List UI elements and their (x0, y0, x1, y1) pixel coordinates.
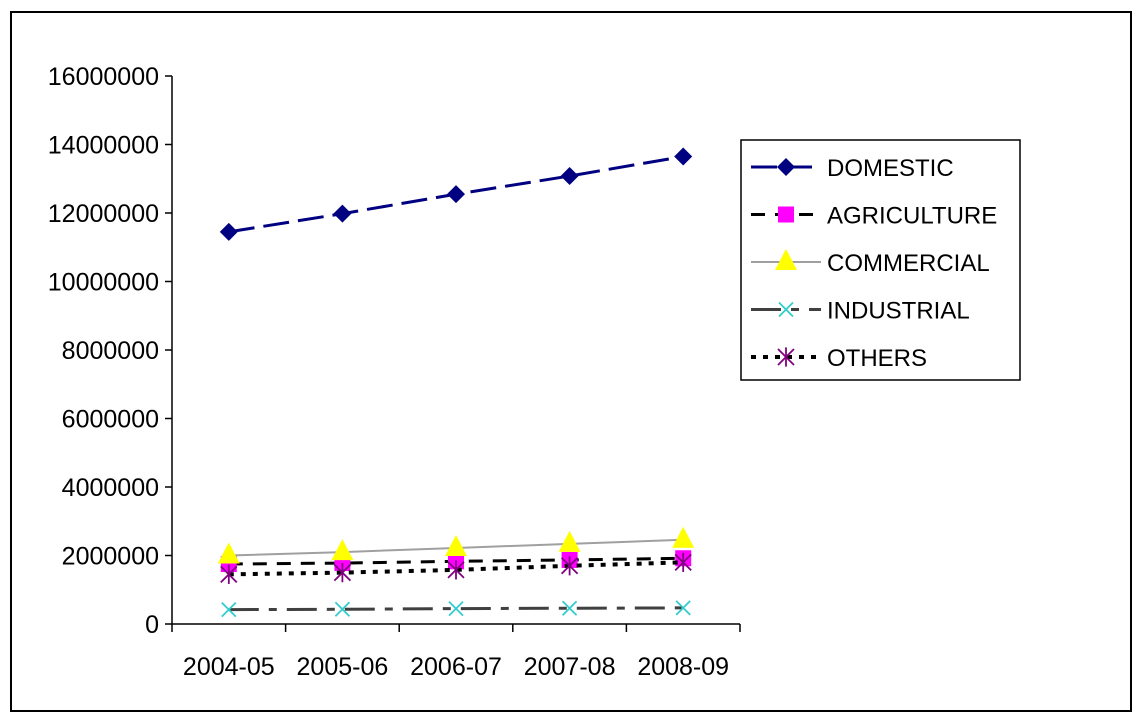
data-point (558, 530, 581, 552)
data-point (333, 563, 352, 583)
legend-marker (778, 301, 794, 318)
legend: DOMESTIC AGRICULTURE COMMERCIAL INDUSTRIAL O… (740, 139, 1021, 381)
data-point (560, 556, 579, 576)
legend-marker (777, 347, 795, 367)
series-domestic (219, 147, 693, 241)
y-tick-label: 6000000 (62, 406, 159, 434)
data-point (334, 601, 351, 617)
x-tick-label: 2004-05 (183, 653, 275, 681)
legend-item-domestic: DOMESTIC (751, 155, 954, 182)
x-tick-label: 2008-09 (637, 653, 729, 681)
data-point (219, 222, 238, 241)
y-tick-label: 4000000 (62, 474, 159, 502)
series-line (228, 560, 684, 577)
series-lines (217, 147, 695, 618)
data-point (675, 600, 691, 616)
x-tick-label: 2005-06 (297, 653, 389, 681)
data-point (447, 560, 465, 580)
data-point (331, 539, 354, 561)
series-industrial (221, 600, 691, 618)
legend-label: DOMESTIC (827, 155, 954, 182)
y-tick-label: 16000000 (48, 63, 159, 91)
legend-item-industrial: INDUSTRIAL (751, 298, 970, 325)
y-tick-label: 10000000 (48, 269, 159, 297)
y-tick-label: 0 (145, 611, 159, 639)
data-point (674, 147, 693, 166)
data-point (674, 552, 692, 572)
data-point (448, 600, 464, 617)
series-others (220, 552, 692, 584)
data-point (217, 542, 240, 564)
x-tick-label: 2007-08 (524, 653, 616, 681)
y-tick-label: 2000000 (62, 543, 159, 571)
y-tick-label: 8000000 (62, 337, 159, 365)
legend-item-commercial: COMMERCIAL (751, 249, 990, 277)
legend-label: AGRICULTURE (827, 203, 997, 230)
series-line (228, 606, 684, 612)
data-point (672, 526, 695, 548)
x-tick-label: 2006-07 (410, 653, 502, 681)
legend-marker (777, 158, 795, 176)
legend-marker (778, 206, 794, 223)
data-point (447, 185, 465, 204)
series-commercial (217, 526, 695, 564)
legend-item-others: OTHERS (751, 345, 927, 372)
data-point (220, 564, 238, 584)
legend-label: COMMERCIAL (827, 250, 990, 277)
data-point (445, 534, 467, 556)
legend-marker (775, 249, 797, 270)
y-tick-label: 14000000 (48, 132, 159, 160)
legend-label: OTHERS (827, 345, 927, 372)
y-tick-label: 12000000 (48, 200, 159, 228)
data-point (561, 600, 578, 616)
legend-label: INDUSTRIAL (827, 298, 970, 325)
data-point (333, 204, 352, 223)
data-point (221, 601, 237, 618)
legend-item-agriculture: AGRICULTURE (751, 203, 997, 230)
data-point (560, 167, 579, 186)
axes: 0 2000000 4000000 6000000 8000000 10000000 120… (48, 63, 741, 681)
